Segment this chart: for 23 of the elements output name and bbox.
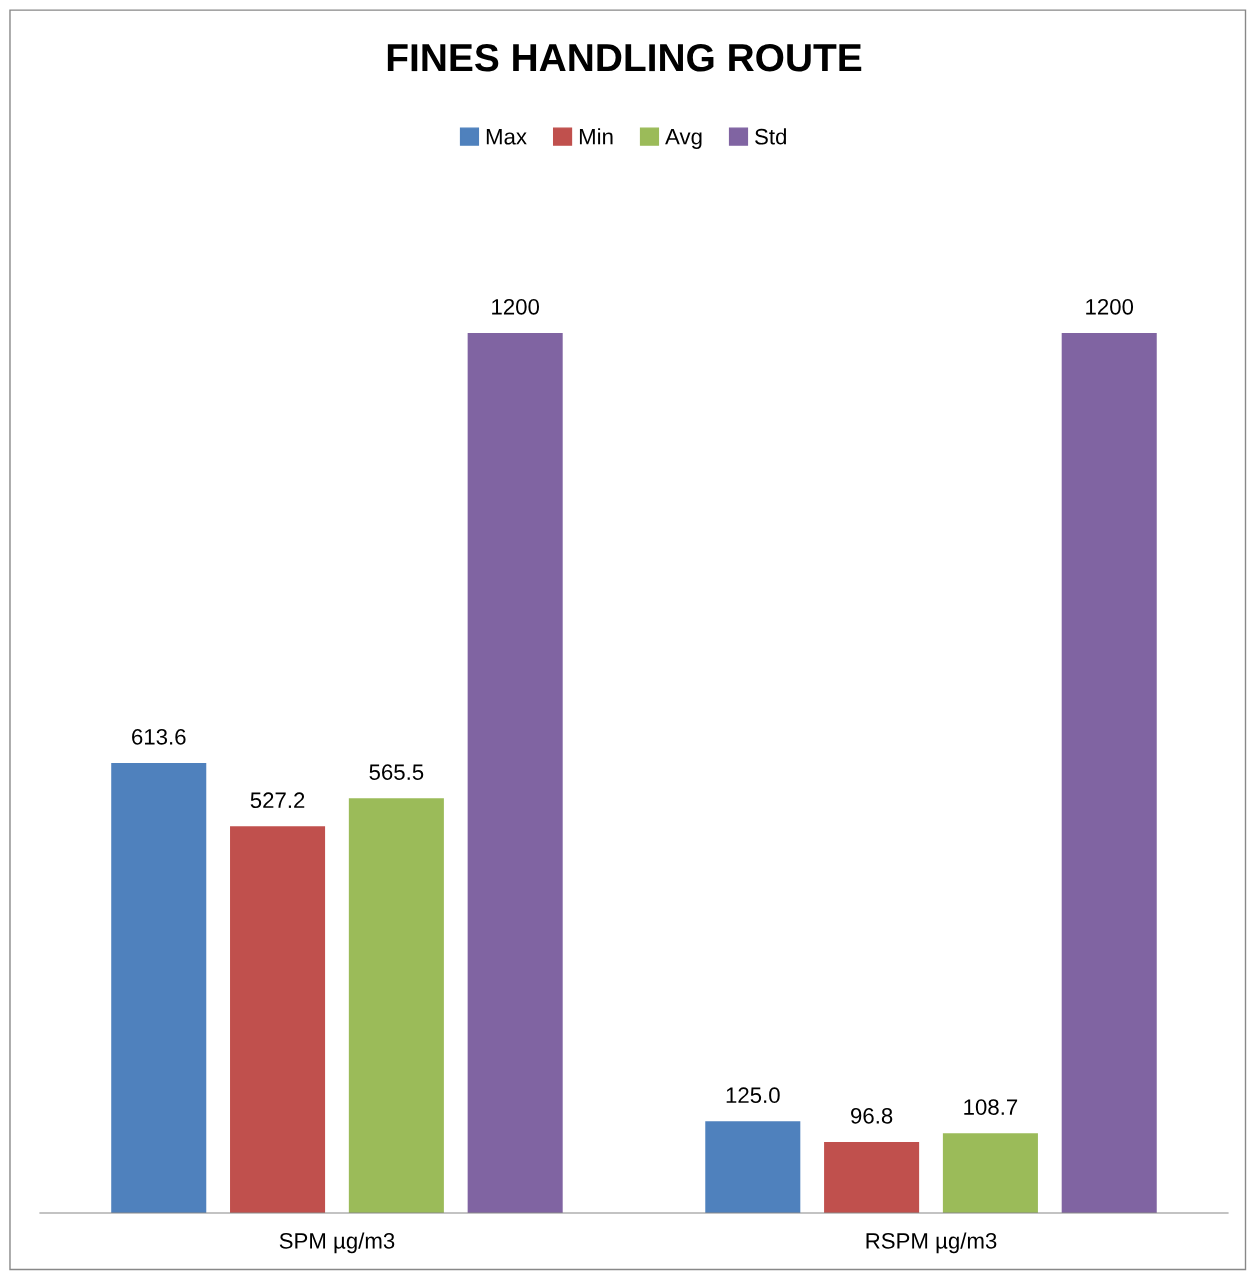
bar: [824, 1141, 920, 1213]
x-tick-label: RSPM µg/m3: [866, 1232, 997, 1254]
x-tick-label: SPM µg/m3: [279, 1232, 395, 1254]
data-label: 125.0: [726, 1087, 780, 1104]
bar: [942, 1133, 1038, 1213]
data-label: 527.2: [250, 792, 305, 809]
data-label: 96.8: [851, 1107, 893, 1124]
legend-label: Max: [486, 129, 527, 145]
bar: [348, 798, 444, 1213]
bar: [1061, 333, 1157, 1213]
data-label: 565.5: [369, 764, 424, 781]
bar: [705, 1121, 801, 1213]
bar: [111, 763, 207, 1213]
data-label: 1200: [492, 298, 540, 315]
legend-label: Avg: [665, 129, 702, 149]
data-label: 1200: [1086, 298, 1134, 315]
bar: [467, 333, 563, 1213]
legend-label: Std: [755, 128, 786, 145]
legend-label: Min: [579, 128, 613, 145]
bar: [230, 826, 326, 1213]
data-label: 613.6: [132, 729, 186, 745]
chart-title: FINES HANDLING ROUTE: [387, 43, 862, 72]
data-label: 108.7: [964, 1099, 1018, 1115]
